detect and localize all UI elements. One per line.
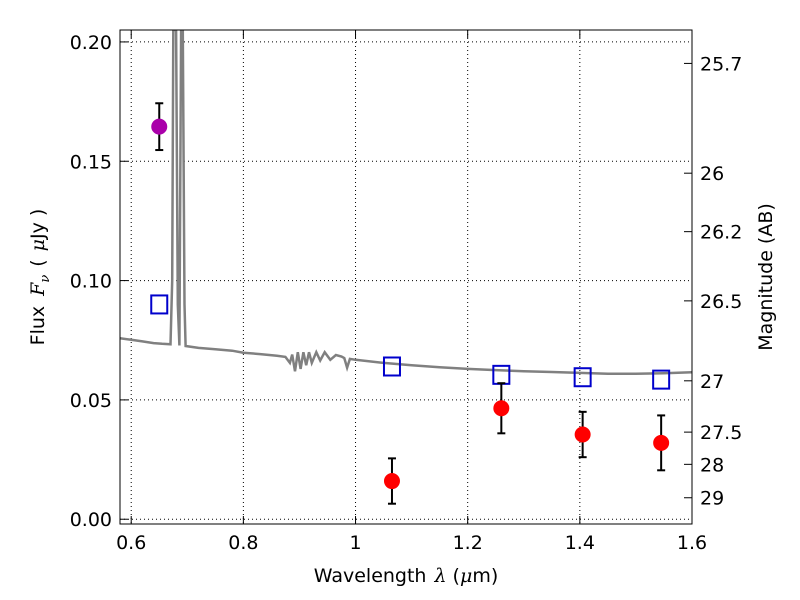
y2-tick-label: 26.2: [700, 222, 742, 244]
y2-tick-label: 25.7: [700, 53, 742, 75]
grid-lines: [120, 30, 693, 524]
y2-tick-label: 27.5: [700, 422, 742, 444]
y2-axis-ticks: 25.7 26 26.2 26.5 27 27.5 28 29: [684, 53, 742, 510]
x-tick-label: 0.8: [228, 532, 258, 554]
x-tick-label: 1.4: [565, 532, 595, 554]
y-tick-label: 0.10: [70, 271, 112, 293]
y2-tick-label: 27: [700, 371, 724, 393]
square-marker: [150, 294, 169, 315]
y2-tick-label: 26: [700, 163, 724, 185]
circle-marker: [383, 473, 400, 490]
x-tick-label: 1.2: [453, 532, 483, 554]
x-axis-ticks: 0.6 0.8 1 1.2 1.4 1.6: [116, 30, 707, 554]
y-axis-ticks: 0.00 0.05 0.10 0.15 0.20: [70, 32, 128, 531]
circle-marker: [151, 118, 168, 135]
circle-marker: [574, 426, 591, 443]
y-tick-label: 0.05: [70, 390, 112, 412]
y-tick-label: 0.15: [70, 151, 112, 173]
plot-area: [120, 30, 692, 505]
y2-tick-label: 26.5: [700, 291, 742, 313]
y2-tick-label: 29: [700, 488, 724, 510]
model-spectrum-line: [120, 30, 692, 375]
plot-frame: [119, 29, 693, 525]
circle-marker: [493, 400, 510, 417]
y-tick-label: 0.00: [70, 509, 112, 531]
square-marker: [382, 356, 401, 377]
y2-tick-label: 28: [700, 454, 724, 476]
y2-axis-label: Magnitude (AB): [755, 203, 777, 351]
square-marker: [573, 367, 592, 388]
x-axis-label: Wavelength λ (μm): [314, 565, 498, 587]
x-tick-label: 0.6: [116, 532, 146, 554]
square-marker: [652, 369, 671, 390]
x-tick-label: 1: [349, 532, 361, 554]
y-axis-label: FluxFν(μJy ): [27, 209, 53, 346]
circle-marker: [653, 434, 670, 451]
y-tick-label: 0.20: [70, 32, 112, 54]
data-marks: [150, 102, 671, 505]
x-tick-label: 1.6: [677, 532, 707, 554]
